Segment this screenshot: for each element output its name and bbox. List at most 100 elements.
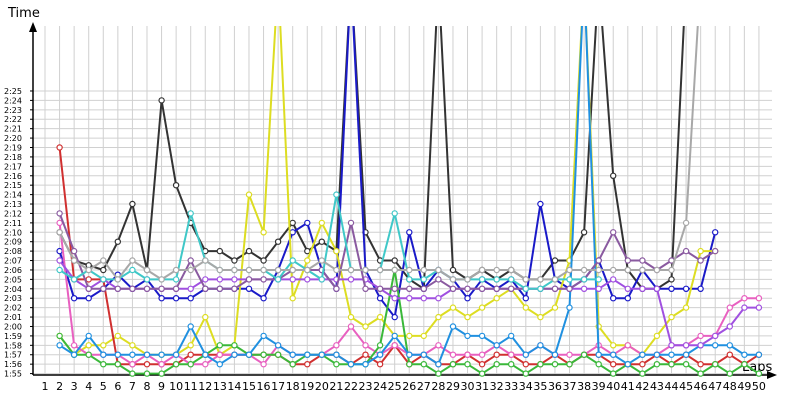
data-point [668,342,675,349]
data-point [610,229,617,236]
data-point [362,342,369,349]
data-point [202,276,209,283]
data-point [391,332,398,340]
x-tick-label: 11 [184,380,198,393]
data-point [362,285,369,292]
data-point [260,351,267,358]
x-tick-label: 9 [158,380,165,393]
data-point [580,276,588,283]
data-point [289,257,296,264]
data-point [551,257,559,264]
y-tick-label: 2:07 [4,257,22,266]
series-line [58,26,716,357]
y-tick-label: 2:14 [4,191,22,200]
data-point [653,351,661,358]
data-point [318,219,325,227]
data-point [172,276,180,283]
data-point [595,266,602,274]
data-point [726,323,734,330]
data-point [347,276,355,283]
data-point [610,295,617,302]
data-point [406,229,413,236]
data-point [522,370,530,377]
data-point [216,266,223,274]
y-tick-label: 2:12 [4,209,22,218]
x-tick-label: 43 [650,380,664,393]
series-line [58,213,716,292]
data-point [551,304,559,311]
data-point [85,342,92,349]
data-point [274,238,282,245]
data-point [347,266,355,274]
x-tick-label: 35 [533,380,547,393]
data-point [741,361,748,368]
series-line [58,26,685,291]
x-tick-label: 33 [504,380,518,393]
data-point [216,361,223,368]
data-point [289,295,296,302]
data-point [537,276,544,283]
data-point [129,266,136,274]
data-point [464,332,471,340]
data-point [376,266,384,274]
data-point [420,361,427,368]
data-point [114,238,122,245]
data-point [245,266,253,274]
data-point [639,285,646,292]
data-point [56,219,63,227]
series-10 [56,26,699,283]
x-tick-label: 15 [242,380,256,393]
data-point [712,247,719,255]
x-tick-label: 44 [665,380,679,393]
x-tick-label: 16 [257,380,271,393]
data-point [376,295,384,302]
data-point [464,285,471,292]
data-point [682,285,690,292]
data-point [260,229,267,236]
data-point [639,266,646,274]
data-point [231,257,238,264]
x-tick-label: 21 [329,380,343,393]
data-point [668,313,675,321]
data-point [202,285,209,292]
data-point [274,266,282,274]
x-tick-label: 37 [563,380,577,393]
y-tick-label: 1:55 [4,370,22,379]
data-point [318,238,325,245]
data-point [172,361,180,368]
data-point [420,332,427,340]
x-tick-label: 30 [461,380,475,393]
x-tick-label: 13 [213,380,227,393]
data-point [172,181,180,189]
y-tick-label: 2:03 [4,294,22,303]
data-point [682,219,690,227]
data-point [216,247,223,255]
data-point [143,370,151,377]
data-point [435,295,442,302]
data-point [304,266,311,274]
data-point [187,351,194,358]
data-point [187,285,194,292]
data-point [216,285,223,292]
data-point [741,295,748,302]
data-point [449,304,457,311]
data-point [566,276,573,283]
data-point [493,285,500,292]
data-point [289,229,296,236]
data-point [187,210,194,217]
data-point [682,361,690,368]
data-point [610,342,617,349]
data-point [478,285,486,292]
data-point [143,266,151,274]
data-point [347,361,355,368]
data-point [537,342,544,349]
data-point [624,266,632,274]
data-point [274,276,282,283]
data-point [129,285,136,292]
data-point [712,342,719,349]
data-point [682,304,690,311]
data-point [406,266,413,274]
data-point [522,295,530,302]
y-tick-label: 2:04 [4,285,22,294]
